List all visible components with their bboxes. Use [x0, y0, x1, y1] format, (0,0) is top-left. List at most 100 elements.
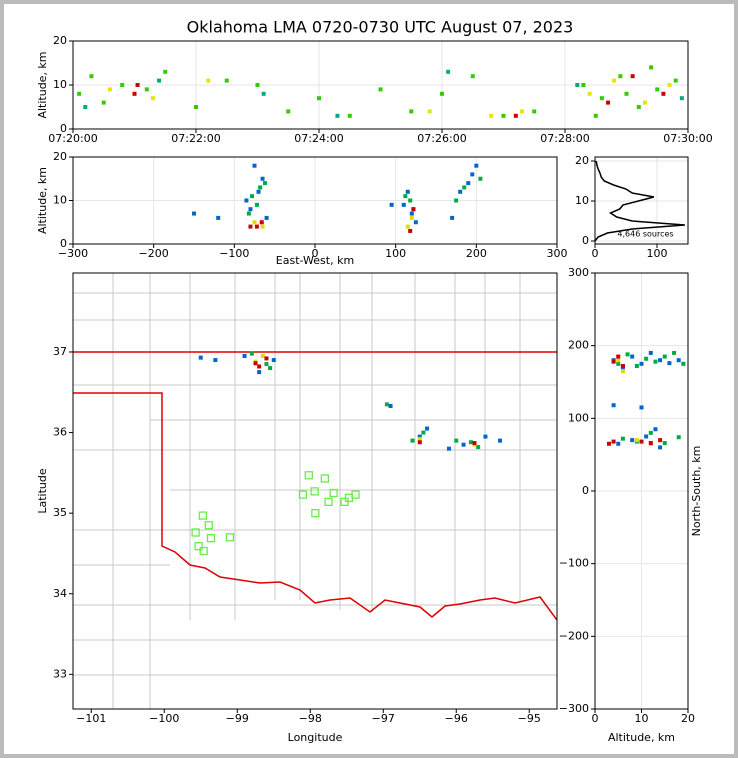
- source-point: [257, 370, 262, 375]
- source-point: [639, 361, 644, 366]
- source-point: [611, 359, 616, 364]
- y-tick-label: 10: [575, 194, 589, 207]
- y-tick-label: 35: [53, 506, 67, 519]
- source-point: [413, 220, 418, 225]
- source-point: [409, 109, 414, 114]
- source-point: [224, 78, 229, 83]
- source-point: [317, 96, 321, 101]
- source-point: [257, 364, 262, 369]
- y-tick-label: −100: [559, 557, 589, 570]
- annotation: 4,646 sources: [617, 230, 673, 239]
- axes-frame: [72, 40, 689, 130]
- source-point: [616, 358, 621, 363]
- y-tick-label: 37: [53, 345, 67, 358]
- x-tick-label: 07:24:00: [294, 132, 343, 145]
- source-point: [260, 176, 265, 181]
- source-point: [658, 445, 663, 450]
- station: [198, 511, 208, 520]
- x-tick-label: −96: [445, 712, 468, 725]
- source-point: [461, 442, 466, 447]
- source-point: [624, 91, 629, 96]
- source-point: [252, 163, 257, 168]
- station: [194, 542, 203, 551]
- y-tick-label: 200: [568, 339, 589, 352]
- source-point: [248, 207, 253, 212]
- source-point: [470, 74, 475, 79]
- source-point: [409, 215, 414, 220]
- source-point: [466, 181, 471, 186]
- x-tick-label: 300: [547, 247, 568, 260]
- source-point: [658, 358, 663, 363]
- source-point: [476, 445, 481, 450]
- source-point: [620, 369, 625, 374]
- source-point: [216, 215, 221, 220]
- source-point: [440, 91, 444, 96]
- source-point: [286, 109, 291, 114]
- source-point: [250, 194, 255, 199]
- source-point: [417, 434, 422, 439]
- x-axis-label: East-West, km: [276, 254, 354, 267]
- source-point: [667, 361, 672, 366]
- x-axis-label: Longitude: [288, 731, 343, 744]
- source-point: [676, 435, 681, 440]
- source-point: [470, 172, 475, 177]
- x-tick-label: −97: [372, 712, 395, 725]
- source-point: [501, 113, 506, 118]
- source-point: [388, 403, 393, 408]
- station: [204, 521, 213, 530]
- station: [191, 528, 200, 537]
- source-point: [593, 113, 598, 118]
- x-tick-label: −100: [149, 712, 179, 725]
- source-point: [254, 224, 259, 229]
- station: [298, 490, 308, 499]
- source-point: [384, 402, 389, 407]
- source-point: [446, 446, 451, 451]
- y-tick-label: 20: [53, 150, 67, 163]
- source-point: [425, 426, 430, 431]
- y-tick-label: 0: [60, 122, 67, 135]
- x-tick-label: 20: [681, 712, 695, 725]
- source-point: [198, 355, 203, 360]
- y-tick-label: 100: [568, 411, 589, 424]
- source-point: [616, 441, 621, 446]
- y-tick-label: 33: [53, 667, 67, 680]
- x-tick-label: 100: [385, 247, 406, 260]
- source-point: [644, 356, 649, 361]
- source-point: [403, 194, 408, 199]
- x-tick-label: 200: [466, 247, 487, 260]
- source-point: [483, 434, 488, 439]
- source-point: [335, 113, 340, 118]
- source-point: [644, 434, 649, 439]
- source-point: [408, 228, 413, 233]
- state-border: [73, 351, 557, 621]
- source-point: [450, 215, 455, 220]
- source-point: [472, 441, 477, 446]
- source-point: [150, 96, 155, 101]
- x-tick-label: −100: [219, 247, 249, 260]
- source-point: [458, 189, 463, 194]
- source-point: [655, 87, 660, 92]
- y-tick-label: 34: [53, 587, 67, 600]
- source-point: [489, 113, 494, 118]
- x-tick-label: 0: [312, 247, 319, 260]
- y-tick-label: 20: [53, 34, 67, 47]
- source-point: [262, 181, 267, 186]
- source-point: [260, 354, 265, 359]
- source-point: [639, 439, 644, 444]
- source-point: [411, 207, 416, 212]
- source-point: [532, 109, 537, 114]
- source-point: [120, 83, 125, 87]
- source-point: [681, 361, 686, 366]
- y-tick-label: −200: [559, 629, 589, 642]
- source-point: [192, 211, 196, 216]
- source-point: [347, 113, 352, 118]
- source-point: [253, 361, 258, 366]
- source-point: [101, 100, 106, 105]
- source-point: [630, 74, 635, 79]
- axes-frame: [594, 272, 689, 710]
- source-point: [519, 109, 524, 114]
- source-point: [478, 176, 483, 181]
- source-point: [636, 105, 641, 109]
- source-point: [446, 69, 451, 74]
